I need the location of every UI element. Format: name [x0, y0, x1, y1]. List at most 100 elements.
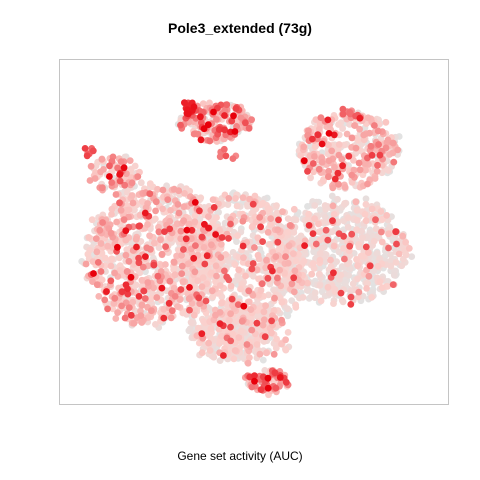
scatter-point [120, 164, 128, 172]
scatter-point [271, 294, 278, 302]
scatter-point [278, 298, 286, 306]
scatter-point [216, 282, 224, 289]
scatter-point [272, 384, 280, 392]
scatter-point [328, 228, 336, 236]
scatter-point [233, 202, 241, 210]
scatter-point [215, 208, 223, 216]
scatter-point [200, 318, 207, 325]
scatter-point [363, 285, 370, 292]
scatter-point [264, 274, 272, 282]
scatter-point [256, 350, 264, 358]
scatter-point [201, 220, 208, 228]
scatter-point [242, 272, 249, 280]
scatter-point [378, 161, 386, 169]
scatter-point [191, 212, 199, 220]
scatter-point [225, 235, 232, 242]
scatter-point [382, 118, 390, 126]
scatter-point [112, 315, 120, 322]
scatter-point [264, 374, 272, 382]
scatter-point [290, 274, 298, 282]
scatter-point [130, 320, 138, 327]
scatter-point [141, 209, 149, 217]
scatter-point [292, 304, 300, 311]
scatter-point [106, 173, 113, 180]
scatter-point [279, 208, 286, 216]
scatter-point [354, 275, 361, 283]
scatter-point [316, 206, 324, 214]
scatter-point [113, 218, 120, 226]
scatter-point [322, 226, 330, 234]
scatter-point [125, 304, 133, 311]
scatter-point [141, 295, 149, 302]
scatter-point [216, 357, 224, 364]
scatter-point [199, 100, 207, 107]
scatter-point [353, 256, 360, 263]
scatter-point [117, 158, 125, 165]
scatter-point [209, 293, 217, 301]
scatter-point [121, 181, 129, 189]
scatter-point [384, 136, 392, 144]
scatter-point [315, 165, 323, 173]
scatter-point [137, 312, 145, 319]
scatter-point [198, 330, 206, 338]
scatter-point [227, 220, 234, 228]
scatter-point [104, 242, 112, 250]
scatter-point [158, 284, 166, 292]
scatter-point [348, 134, 356, 142]
scatter-point [243, 341, 251, 348]
scatter-point [104, 305, 111, 313]
scatter-point [97, 268, 105, 275]
scatter-point [238, 317, 246, 325]
scatter-point [341, 184, 349, 191]
scatter-point [206, 347, 214, 354]
scatter-point [254, 251, 262, 259]
scatter-point [207, 269, 215, 277]
scatter-point [268, 329, 275, 337]
scatter-point [305, 222, 313, 229]
scatter-point [187, 235, 195, 243]
scatter-point [184, 260, 192, 268]
scatter-point [174, 303, 181, 310]
scatter-point [221, 126, 229, 134]
scatter-point [399, 232, 407, 240]
scatter-point [206, 137, 214, 145]
scatter-point [325, 173, 332, 181]
scatter-point [158, 250, 166, 258]
scatter-point [125, 257, 133, 265]
scatter-point [87, 162, 95, 170]
scatter-point [384, 167, 392, 174]
scatter-point [362, 166, 369, 174]
scatter-point [183, 226, 191, 234]
scatter-point [96, 226, 104, 234]
scatter-point [185, 220, 193, 228]
scatter-point [362, 160, 369, 167]
scatter-point [122, 281, 130, 289]
scatter-point [262, 302, 269, 310]
scatter-point [364, 114, 372, 122]
scatter-point [267, 221, 274, 229]
scatter-point [237, 285, 244, 293]
plot-area [59, 59, 449, 405]
scatter-point [371, 122, 378, 129]
scatter-point [335, 248, 343, 256]
scatter-point [389, 139, 397, 147]
scatter-point [175, 187, 183, 195]
scatter-point [212, 231, 220, 238]
scatter-point [181, 190, 188, 197]
scatter-point [273, 335, 280, 343]
scatter-point [196, 300, 204, 307]
scatter-point [330, 300, 337, 307]
scatter-plot [78, 99, 416, 399]
scatter-point [245, 287, 253, 295]
scatter-point [160, 306, 168, 313]
scatter-point [220, 352, 227, 359]
scatter-point [132, 235, 140, 243]
scatter-point [146, 180, 154, 187]
scatter-point [89, 147, 97, 155]
scatter-point [292, 216, 300, 224]
scatter-point [144, 279, 152, 286]
scatter-point [282, 253, 289, 260]
scatter-point [355, 159, 363, 167]
scatter-point [311, 202, 319, 209]
scatter-point [92, 235, 100, 243]
